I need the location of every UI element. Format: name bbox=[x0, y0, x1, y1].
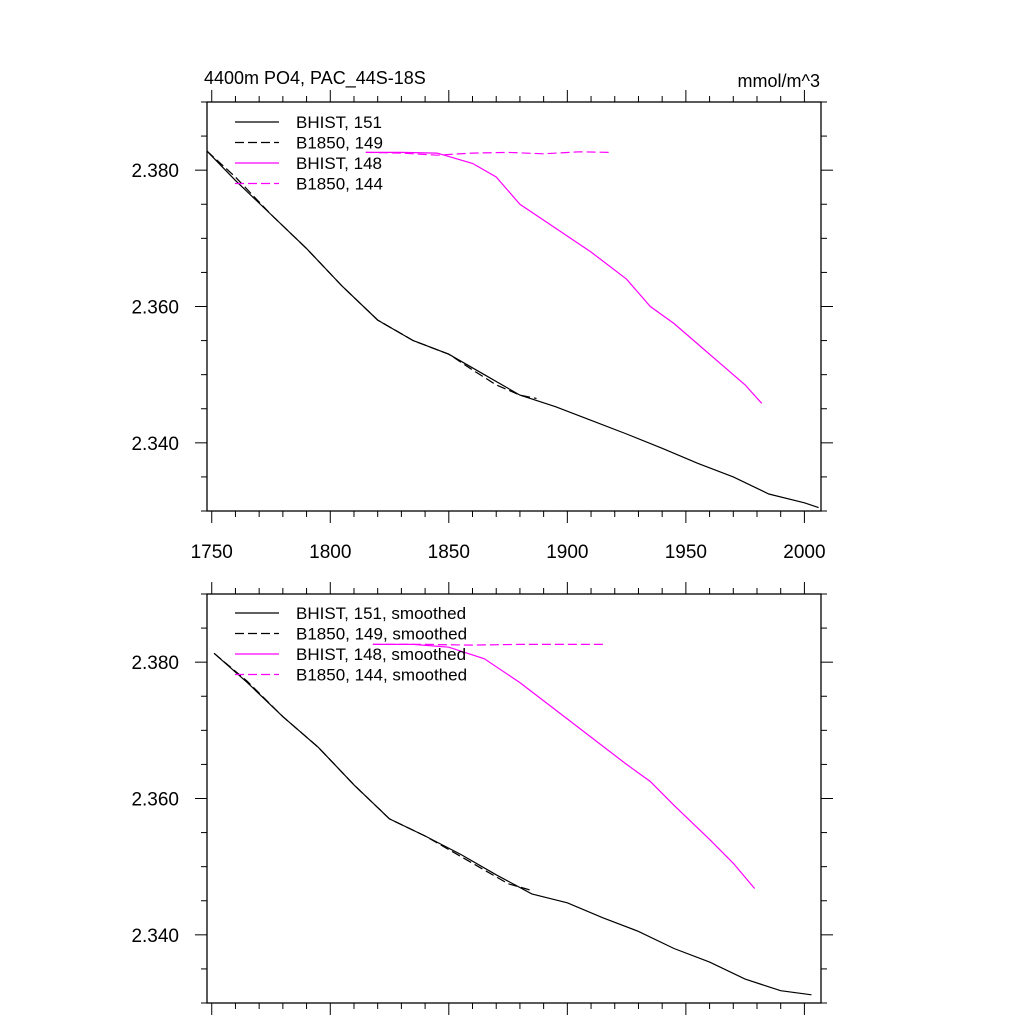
series-line-1 bbox=[213, 652, 812, 996]
y-tick-label: 2.380 bbox=[131, 161, 179, 182]
series-line-4 bbox=[365, 151, 611, 156]
y-tick-label: 2.360 bbox=[131, 298, 179, 319]
legend-label: BHIST, 151 bbox=[296, 113, 382, 132]
legend-label: B1850, 144 bbox=[296, 175, 383, 194]
y-tick-label: 2.340 bbox=[131, 926, 179, 947]
top-panel: 2.340 2.360 2.380 1750 1800 1850 1900 1950 2000 4… bbox=[131, 68, 833, 563]
legend-label: B1850, 144, smoothed bbox=[296, 666, 467, 685]
y-tick-label: 2.340 bbox=[131, 434, 179, 455]
legend-label: BHIST, 148, smoothed bbox=[296, 645, 466, 664]
x-tick-label: 1850 bbox=[428, 542, 470, 563]
legend-label: B1850, 149 bbox=[296, 134, 383, 153]
legend-label: BHIST, 151, smoothed bbox=[296, 604, 466, 623]
series-line-1 bbox=[207, 150, 819, 509]
series-line-4 bbox=[372, 643, 603, 646]
x-tick-label: 1900 bbox=[546, 542, 588, 563]
series-line-3 bbox=[365, 151, 763, 404]
legend-label: BHIST, 148 bbox=[296, 154, 382, 173]
series-line-2 bbox=[213, 652, 532, 892]
x-tick-label: 1800 bbox=[309, 542, 351, 563]
legend-label: B1850, 149, smoothed bbox=[296, 625, 467, 644]
bottom-panel: 2.340 2.360 2.380 BHIST, 151, smoothed B1850… bbox=[131, 582, 833, 1015]
chart-title: 4400m PO4, PAC_44S-18S bbox=[204, 68, 426, 89]
series-line-2 bbox=[207, 150, 537, 400]
x-tick-label: 2000 bbox=[783, 542, 825, 563]
x-tick-label: 1750 bbox=[191, 542, 233, 563]
y-tick-label: 2.380 bbox=[131, 653, 179, 674]
y-tick-label: 2.360 bbox=[131, 790, 179, 811]
x-tick-label: 1950 bbox=[665, 542, 707, 563]
units-label: mmol/m^3 bbox=[738, 71, 820, 91]
series-line-3 bbox=[372, 643, 756, 889]
